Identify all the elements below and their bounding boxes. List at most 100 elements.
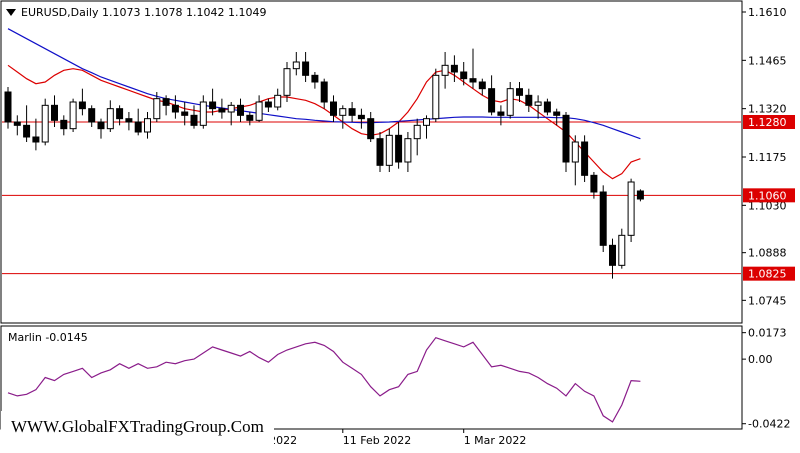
candle: [543, 98, 551, 116]
candle: [116, 105, 124, 126]
moving-averages: [7, 28, 641, 180]
indicator-tick-label: -0.0422: [748, 418, 790, 431]
level-label-box: [743, 266, 795, 281]
candle: [237, 98, 244, 122]
candle: [106, 100, 114, 132]
price-tick-label: 1.1320: [748, 103, 787, 116]
candle: [609, 238, 616, 279]
candle: [227, 102, 235, 126]
candle: [302, 52, 310, 82]
candle: [357, 108, 365, 129]
candle: [264, 98, 272, 112]
candle: [162, 95, 170, 116]
candle: [553, 108, 561, 126]
candle: [51, 95, 58, 127]
candlesticks: [4, 48, 644, 279]
level-label: 1.1280: [748, 116, 787, 129]
candle: [618, 228, 626, 269]
candle: [97, 118, 105, 139]
marlin-line: [7, 336, 641, 423]
candle: [171, 95, 179, 119]
candle: [450, 55, 458, 82]
candle: [218, 98, 226, 119]
price-tick-label: 1.0745: [748, 294, 787, 307]
moving-average-line: [7, 64, 641, 180]
candle: [636, 189, 644, 202]
candle: [497, 105, 505, 126]
date-label: 1 Mar 2022: [464, 434, 527, 447]
candle: [478, 78, 486, 96]
candle: [199, 95, 207, 129]
candle: [292, 52, 300, 76]
level-label: 1.0825: [748, 268, 787, 281]
candle: [460, 62, 468, 86]
candle: [153, 92, 161, 122]
candle: [283, 62, 291, 102]
candle: [134, 108, 142, 136]
candle: [320, 78, 328, 109]
level-price-labels: 1.1280 1.1060 1.0825: [743, 115, 795, 281]
candle: [69, 98, 77, 132]
price-tick-label: 1.1610: [748, 6, 787, 19]
indicator-tick-label: 0.00: [748, 353, 773, 366]
candle: [88, 105, 96, 127]
candle: [534, 95, 542, 119]
candle: [41, 98, 49, 146]
candle: [413, 118, 421, 156]
candle: [376, 132, 384, 172]
candle: [367, 112, 375, 142]
candle: [488, 75, 496, 116]
candle: [590, 172, 598, 199]
candle: [432, 68, 440, 122]
candle: [274, 88, 282, 111]
candle: [627, 178, 635, 242]
candle: [385, 128, 393, 172]
candle: [330, 95, 337, 122]
marlin-indicator: [7, 336, 641, 423]
candle: [144, 112, 151, 139]
moving-average-line: [7, 28, 641, 140]
candle: [255, 95, 263, 122]
candle: [4, 87, 12, 129]
candle: [348, 102, 356, 122]
indicator-tick-label: 0.0173: [748, 327, 787, 340]
candle: [571, 135, 579, 186]
candle: [32, 118, 40, 151]
candle: [395, 122, 403, 169]
candle: [469, 48, 477, 89]
candle: [562, 112, 570, 172]
date-label: 11 Feb 2022: [343, 434, 411, 447]
level-label-box: [743, 115, 795, 129]
candle: [423, 115, 430, 139]
candle: [209, 88, 217, 116]
candle: [246, 112, 254, 126]
candle: [311, 72, 319, 89]
candle: [60, 115, 68, 136]
indicator-axis-ticks: 0.0173 0.00 -0.0422: [742, 327, 790, 431]
candle: [516, 82, 523, 102]
candle: [525, 88, 533, 112]
candle: [506, 82, 514, 119]
ohlc-readout: 1.1073 1.1078 1.1042 1.1049: [102, 6, 266, 19]
chart-menu-triangle-icon[interactable]: [6, 9, 16, 16]
candle: [181, 102, 189, 126]
candle: [581, 135, 589, 182]
candle: [441, 52, 449, 89]
level-label-box: [743, 188, 795, 203]
candle: [23, 105, 31, 142]
watermark-text: WWW.GlobalFXTradingGroup.Com: [11, 417, 264, 436]
symbol-label: EURUSD,Daily: [21, 6, 99, 19]
price-tick-label: 1.1175: [748, 151, 787, 164]
price-axis-ticks: 1.1610 1.1465 1.1320 1.1175 1.1030 1.0888 1.07…: [742, 6, 787, 307]
price-tick-label: 1.0888: [748, 247, 787, 260]
candle: [125, 112, 133, 131]
indicator-label: Marlin -0.0145: [8, 331, 88, 344]
price-tick-label: 1.1030: [748, 199, 787, 212]
level-label: 1.1060: [748, 189, 787, 202]
price-panel-frame: [0, 0, 743, 324]
candle: [599, 185, 607, 252]
price-tick-label: 1.1465: [748, 54, 787, 67]
candle: [339, 105, 347, 129]
candle: [78, 88, 86, 116]
